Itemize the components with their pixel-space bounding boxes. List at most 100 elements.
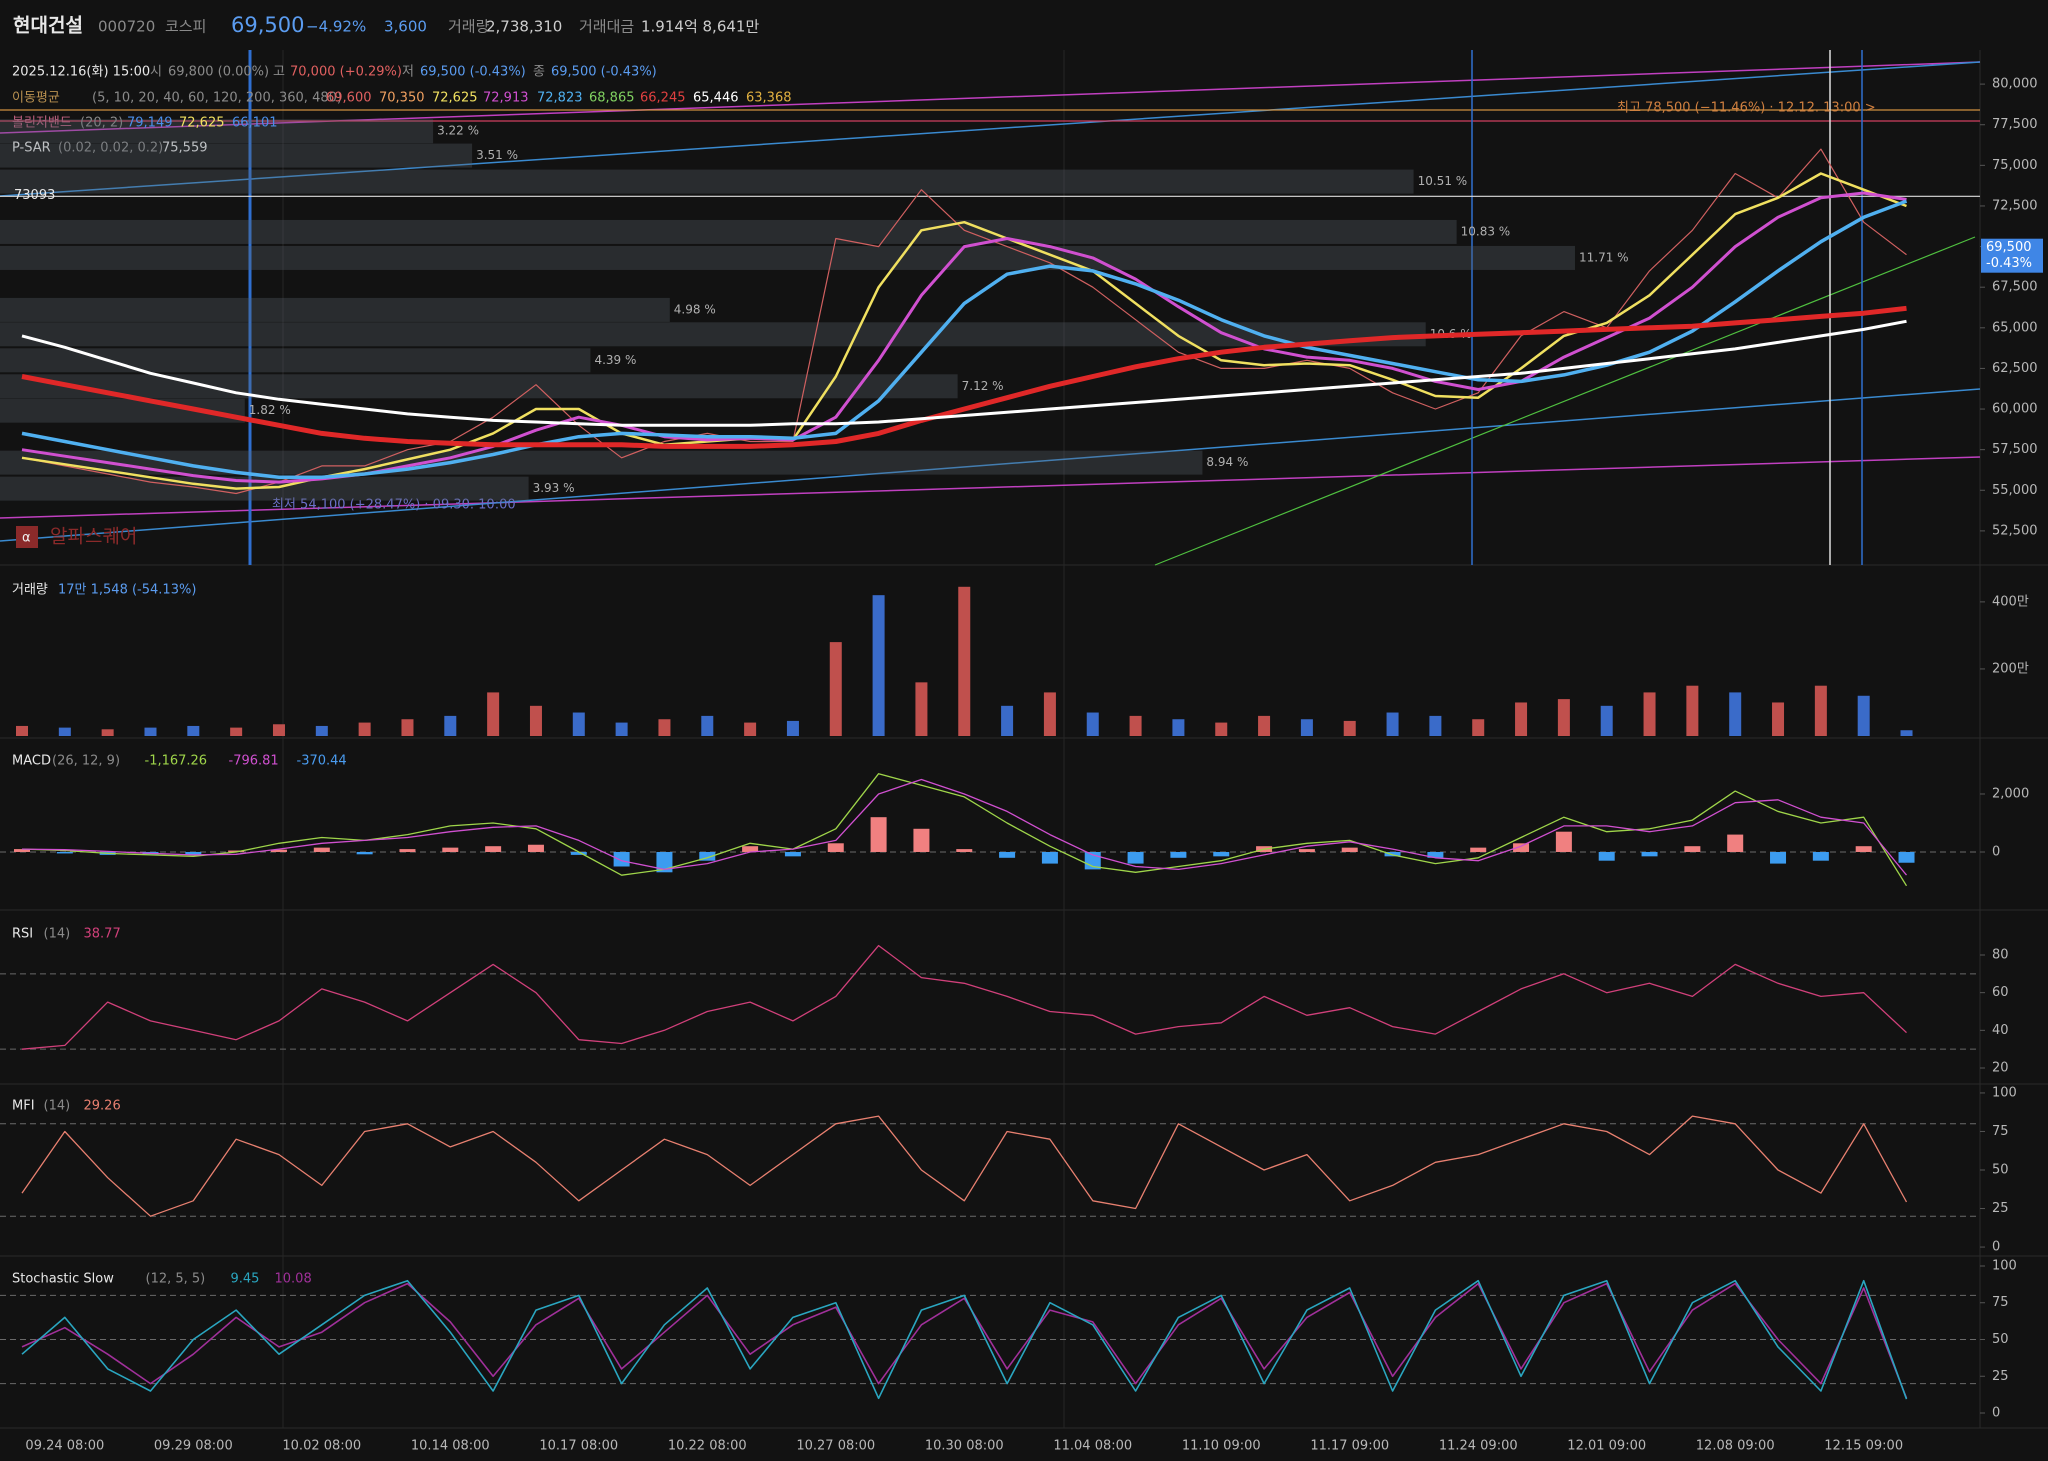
volume-bar [358,722,371,736]
volume-profile-label: 10.83 % [1461,224,1511,238]
legend-value: 29.26 [84,1099,121,1114]
volume-bar [1686,685,1699,736]
ma-legend-value: 65,446 [693,91,739,106]
macd-histogram-bar [827,843,844,852]
y-tick-label: 72,500 [1992,198,2038,213]
volume-bar [16,725,28,736]
macd-histogram-bar [1855,846,1872,852]
ma-legend-value: 69,600 [326,91,372,106]
stock-name: 현대건설 [13,15,83,37]
volume-bar [1515,702,1528,736]
macd-histogram-bar [14,849,30,852]
x-tick-label: 10.30 08:00 [925,1439,1004,1454]
open: 69,800 (0.00%) [168,65,269,80]
x-tick-label: 10.27 08:00 [796,1439,875,1454]
macd-histogram-bar [1812,851,1829,861]
header: 현대건설 000720 코스피 69,500 −4.92% 3,600 거래량 … [12,13,1876,598]
bollinger-params: (20, 2) [80,116,123,131]
legend-value: -796.81 [229,754,279,769]
macd-histogram-bar [527,844,544,852]
volume-bar [187,725,200,736]
macd-histogram-bar [56,851,73,854]
ma-legend-value: 70,350 [379,91,425,106]
y-tick-label: 55,000 [1992,483,2038,498]
macd-histogram-bar [956,849,973,852]
legend-value: 10.08 [275,1272,312,1287]
volume-bar [915,682,928,736]
amount-label: 거래대금 [579,18,634,36]
legend-value: 38.77 [84,927,121,942]
volume-legend: 17만 1,548 (-54.13%) [58,583,196,598]
macd-histogram-bar [1127,851,1144,864]
close-label: 종 [533,65,545,80]
volume-profile-label: 11.71 % [1579,250,1629,264]
high: 70,000 (+0.29%) [290,65,402,80]
ma-params: (5, 10, 20, 40, 60, 120, 200, 360, 480) [92,91,342,106]
change: 3,600 [384,18,427,36]
psar-label: P-SAR [12,141,51,156]
volume-bar [958,586,971,736]
panel-params: (14) [44,1099,71,1114]
legend-value: -370.44 [297,754,347,769]
series-line [21,148,1907,495]
x-tick-label: 09.24 08:00 [25,1439,104,1454]
macd-histogram-bar [356,851,373,855]
y-tick-label: 50 [1992,1332,2009,1347]
volume-bar [1043,692,1056,736]
y-tick-label: 0 [1992,1240,2000,1255]
x-tick-label: 10.17 08:00 [539,1439,618,1454]
macd-histogram-bar [784,851,801,857]
macd-histogram-bar [1684,846,1701,852]
x-tick-label: 10.02 08:00 [282,1439,361,1454]
volume-bar [230,727,243,736]
volume-bar [1729,692,1742,736]
volume-bar [101,729,114,736]
panel-params: (12, 5, 5) [146,1272,206,1287]
macd-histogram-bar [185,851,202,855]
y-tick-label: 62,500 [1992,361,2038,376]
panel-title: MFI [12,1099,35,1114]
x-tick-label: 09.29 08:00 [154,1439,233,1454]
volume-profile-label: 4.98 % [674,302,716,316]
high-note: 최고 78,500 (−11.46%) · 12.12. 13:00 > [1617,101,1876,116]
macd-histogram-bar [870,817,887,852]
volume-profile-bar [0,219,1457,244]
volume-bar [1343,720,1356,736]
amount: 1.914억 8,641만 [641,18,759,36]
macd-histogram-bar [485,846,502,852]
y-tick-label: 60,000 [1992,402,2038,417]
volume-profile-bar [0,297,670,322]
y-tick-label: 100 [1992,1258,2017,1273]
y-tick-label: 60 [1992,985,2009,1000]
volume-bar [1172,719,1185,736]
volume-bar [1857,695,1870,736]
volume-profile-label: 8.94 % [1206,455,1248,469]
watermark: 알파스퀘어 [50,526,137,548]
series-line [21,1282,1908,1399]
volume-profile-bar [0,245,1575,270]
low-label: 저 [402,65,414,80]
macd-histogram-bar [1470,847,1487,852]
panel-title: Stochastic Slow [12,1272,114,1287]
psar-value: 75,559 [162,141,208,156]
volume-bar [487,692,500,736]
volume-bar [615,722,628,736]
macd-histogram-bar [570,851,587,855]
ma-legend-value: 66,245 [640,91,686,106]
y-tick-label: 52,500 [1992,523,2038,538]
volume-bar [272,724,285,736]
macd-histogram-bar [1170,851,1187,858]
y-tick-label: 100 [1992,1085,2017,1100]
volume-bar [701,715,714,736]
last-price-label: 69,500 [1986,240,2032,255]
ma-legend-value: 72,913 [483,91,529,106]
volume-profile-bar [0,143,473,168]
volume-bar [144,727,157,736]
last-price-tag [1981,238,2043,273]
y-tick-label: 57,500 [1992,442,2038,457]
volume-bar [1001,705,1014,736]
market: 코스피 [165,18,206,36]
legend-value: -1,167.26 [145,754,208,769]
macd-histogram-bar [1555,831,1572,852]
last-price-change: -0.43% [1986,256,2032,271]
